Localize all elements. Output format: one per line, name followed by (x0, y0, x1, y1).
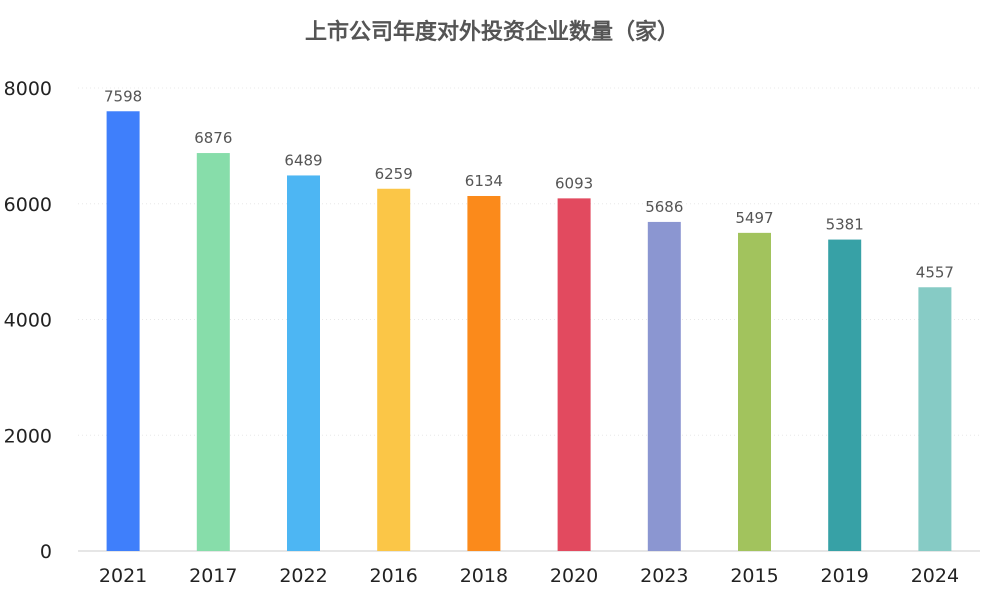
data-label: 5686 (645, 198, 683, 216)
data-label: 6876 (194, 129, 232, 147)
y-tick-label: 8000 (4, 78, 52, 100)
data-label: 7598 (104, 87, 142, 105)
data-label: 5497 (735, 209, 773, 227)
x-tick-label: 2015 (730, 565, 778, 587)
chart-title: 上市公司年度对外投资企业数量（家） (304, 20, 679, 45)
data-label: 4557 (916, 263, 954, 281)
bar-2023 (647, 221, 681, 552)
x-tick-label: 2020 (550, 565, 598, 587)
x-tick-label: 2022 (279, 565, 327, 587)
bar-2018 (467, 195, 501, 551)
x-tick-label: 2024 (911, 565, 959, 587)
data-label: 6489 (284, 151, 322, 169)
data-label: 5381 (826, 216, 864, 234)
x-tick-label: 2017 (189, 565, 237, 587)
bar-2017 (196, 153, 230, 551)
x-tick-label: 2019 (821, 565, 869, 587)
bar-2021 (106, 111, 140, 551)
bar-2016 (377, 188, 411, 551)
bar-2020 (557, 198, 591, 552)
x-tick-label: 2023 (640, 565, 688, 587)
bar-2015 (738, 232, 771, 551)
y-tick-label: 2000 (4, 425, 52, 447)
x-tick-label: 2018 (460, 565, 508, 587)
bar-2019 (828, 239, 862, 551)
x-tick-label: 2021 (99, 565, 147, 587)
y-tick-label: 0 (40, 541, 52, 563)
y-tick-label: 4000 (4, 310, 52, 332)
bar-2022 (287, 175, 320, 551)
data-label: 6259 (375, 165, 413, 183)
y-tick-label: 6000 (4, 194, 52, 216)
x-tick-label: 2016 (370, 565, 418, 587)
data-label: 6134 (465, 172, 503, 190)
bar-2024 (918, 287, 952, 551)
data-label: 6093 (555, 174, 593, 192)
